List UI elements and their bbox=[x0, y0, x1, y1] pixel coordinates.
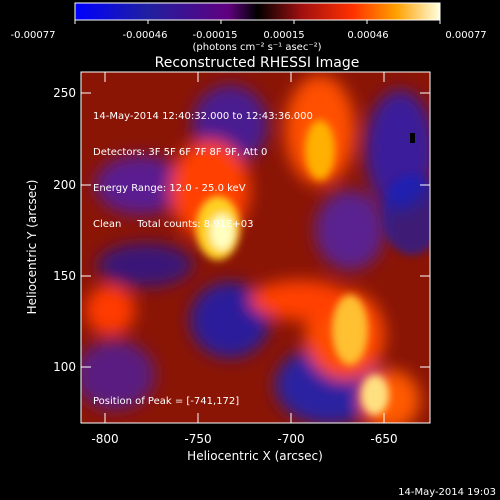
colorbar-tick-label: 0.00015 bbox=[263, 30, 304, 41]
y-tick-label: 250 bbox=[53, 86, 76, 100]
y-axis-label: Heliocentric Y (arcsec) bbox=[25, 180, 39, 315]
plot-title: Reconstructed RHESSI Image bbox=[155, 55, 360, 71]
colorbar-units: (photons cm⁻² s⁻¹ asec⁻²) bbox=[192, 42, 321, 53]
colorbar-tick-label: 0.00077 bbox=[445, 30, 486, 41]
info-time-range: 14-May-2014 12:40:32.000 to 12:43:36.000 bbox=[93, 111, 313, 122]
y-tick-label: 200 bbox=[53, 178, 76, 192]
colorbar-tick-label: 0.00046 bbox=[347, 30, 388, 41]
info-detectors: Detectors: 3F 5F 6F 7F 8F 9F, Att 0 bbox=[93, 147, 268, 158]
observation-info: 14-May-2014 12:40:32.000 to 12:43:36.000… bbox=[93, 87, 313, 243]
info-clean-counts: Clean Total counts: 8.91E+03 bbox=[93, 219, 254, 230]
plot-frame bbox=[80, 71, 431, 424]
colorbar-gradient bbox=[74, 2, 441, 21]
colorbar-tick-label: -0.00077 bbox=[11, 30, 56, 41]
colorbar-ticks bbox=[74, 20, 441, 24]
x-tick-label: -650 bbox=[370, 432, 397, 446]
colorbar-tick-label: -0.00046 bbox=[123, 30, 168, 41]
y-ticks bbox=[81, 92, 430, 368]
x-tick-label: -750 bbox=[184, 432, 211, 446]
info-energy-range: Energy Range: 12.0 - 25.0 keV bbox=[93, 183, 246, 194]
peak-position-label: Position of Peak = [-741,172] bbox=[93, 396, 240, 407]
y-tick-label: 150 bbox=[53, 269, 76, 283]
x-ticks bbox=[104, 72, 385, 423]
x-axis-label: Heliocentric X (arcsec) bbox=[187, 449, 323, 463]
colorbar-tick-label: -0.00015 bbox=[193, 30, 238, 41]
x-tick-label: -700 bbox=[277, 432, 304, 446]
y-tick-label: 100 bbox=[53, 360, 76, 374]
footer-timestamp: 14-May-2014 19:03 bbox=[398, 487, 496, 498]
colorbar: -0.00077 -0.00046 -0.00015 0.00015 0.000… bbox=[11, 2, 487, 53]
x-tick-label: -800 bbox=[91, 432, 118, 446]
rhessi-image bbox=[81, 72, 430, 423]
